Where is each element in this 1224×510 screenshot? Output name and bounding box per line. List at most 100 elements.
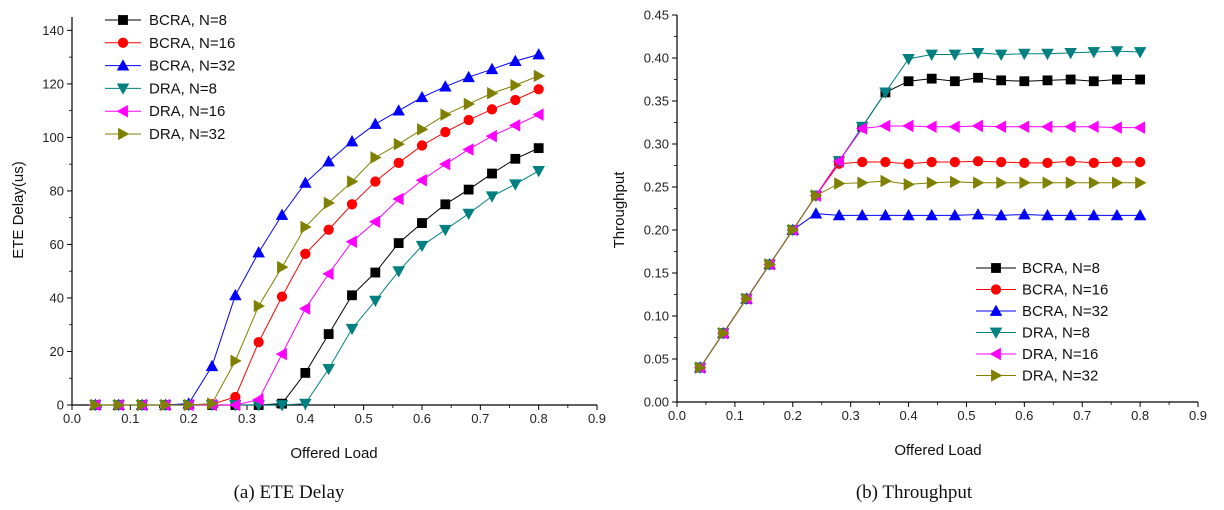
- chart-a-data-point: [487, 87, 499, 100]
- chart-a-legend-label: DRA, N=8: [149, 80, 217, 97]
- chart-b-legend-item: BCRA, N=8: [976, 260, 1100, 277]
- chart-a-data-point: [532, 108, 544, 121]
- chart-b-data-point: [902, 209, 915, 221]
- chart-a-data-point: [485, 191, 499, 203]
- chart-b-data-point: [1112, 74, 1122, 85]
- chart-a-data-point: [463, 114, 474, 126]
- chart-b-data-point: [994, 49, 1008, 61]
- chart-a-data-point: [300, 367, 311, 378]
- chart-a-y-tick-label: 60: [50, 237, 64, 252]
- chart-a-data-point: [323, 196, 336, 210]
- chart-a-y-tick-label: 80: [50, 183, 64, 198]
- chart-b-data-point: [1041, 48, 1054, 61]
- chart-a-series-0: [90, 143, 544, 410]
- chart-b-y-tick-label: 0.30: [644, 137, 669, 152]
- chart-a-data-point: [485, 62, 499, 75]
- chart-b-data-point: [1042, 157, 1053, 169]
- chart-a-legend-marker: [117, 37, 129, 48]
- chart-a-data-point: [299, 398, 312, 411]
- chart-a-data-point: [509, 179, 522, 191]
- chart-a-data-point: [415, 173, 427, 187]
- chart-a-data-point: [440, 126, 451, 138]
- chart-b-data-point: [809, 207, 823, 219]
- chart-b-y-tick-label: 0.25: [644, 180, 669, 195]
- chart-b-data-point: [1019, 76, 1030, 87]
- chart-a-legend-marker: [118, 15, 128, 25]
- chart-a-data-point: [393, 157, 404, 168]
- chart-a-legend-marker: [116, 83, 130, 95]
- chart-a-data-point: [486, 104, 498, 115]
- chart-a-data-point: [345, 235, 357, 249]
- chart-b-data-point: [903, 178, 915, 191]
- chart-a-x-tick-label: 0.2: [180, 411, 198, 426]
- chart-a-data-point: [393, 137, 406, 151]
- chart-b-data-point: [1110, 121, 1122, 134]
- chart-b-data-point: [1064, 120, 1076, 134]
- chart-a-data-point: [462, 70, 475, 83]
- chart-a-ylabel: ETE Delay(us): [10, 161, 27, 259]
- chart-a-data-point: [463, 97, 476, 111]
- chart-b-series-5: [695, 174, 1147, 374]
- chart-a-data-point: [113, 398, 126, 412]
- chart-a-legend-item: BCRA, N=16: [105, 35, 235, 52]
- chart-a-data-point: [392, 192, 404, 206]
- chart-b-data-point: [695, 361, 707, 374]
- chart-a-legend-label: BCRA, N=8: [149, 12, 227, 29]
- chart-throughput: Offered Load Throughput (b) Throughput 0…: [611, 8, 1207, 504]
- chart-b-x-tick-label: 0.9: [1189, 408, 1207, 423]
- chart-b-data-point: [971, 119, 983, 133]
- chart-b-data-point: [880, 156, 891, 168]
- chart-b-data-point: [879, 87, 892, 99]
- chart-b-data-point: [1042, 176, 1054, 189]
- chart-b-data-point: [1135, 176, 1147, 189]
- chart-a-data-point: [253, 299, 266, 313]
- chart-a-data-point: [416, 140, 428, 151]
- chart-a-series-line: [95, 170, 539, 406]
- chart-b-legend-item: DRA, N=32: [976, 368, 1098, 385]
- chart-a-data-point: [229, 288, 242, 301]
- chart-a-data-point: [462, 208, 475, 221]
- chart-b-data-point: [1135, 74, 1146, 85]
- chart-a-data-point: [370, 151, 382, 164]
- chart-a-data-point: [532, 165, 545, 178]
- chart-b-data-point: [971, 47, 985, 60]
- chart-a-x-tick-label: 0.3: [238, 411, 256, 426]
- chart-a-data-point: [277, 260, 289, 274]
- chart-a-x-tick-label: 0.6: [413, 411, 431, 426]
- chart-a-data-point: [415, 90, 429, 103]
- chart-b-data-point: [1133, 47, 1147, 59]
- chart-b-legend-label: BCRA, N=32: [1022, 303, 1108, 320]
- chart-a-legend-marker: [116, 104, 128, 118]
- chart-a-x-tick-label: 0.8: [530, 411, 548, 426]
- chart-b-data-point: [832, 209, 846, 221]
- chart-b-y-tick-label: 0.35: [644, 94, 669, 109]
- chart-b-data-point: [1088, 176, 1101, 189]
- chart-a-series-3: [89, 165, 545, 412]
- chart-b-data-point: [971, 208, 985, 220]
- chart-b-data-point: [1110, 209, 1124, 221]
- chart-a-data-point: [275, 208, 289, 220]
- chart-b-data-point: [1065, 74, 1076, 85]
- chart-b-data-point: [741, 292, 753, 306]
- chart-a-data-point: [253, 336, 264, 348]
- chart-a-x-tick-label: 0.4: [296, 411, 314, 426]
- chart-b-data-point: [949, 175, 962, 189]
- chart-a-data-point: [485, 129, 497, 143]
- chart-b-legend-item: DRA, N=16: [976, 346, 1098, 363]
- chart-b-data-point: [1087, 120, 1099, 134]
- chart-a-data-point: [532, 48, 545, 60]
- chart-a-legend-marker: [118, 127, 130, 141]
- chart-b-y-tick-label: 0.00: [644, 395, 669, 410]
- chart-b-x-tick-label: 0.6: [1015, 408, 1033, 423]
- chart-b-data-point: [1042, 75, 1053, 86]
- chart-a-data-point: [322, 267, 334, 281]
- chart-b-data-point: [926, 73, 937, 84]
- chart-a-data-point: [510, 153, 521, 164]
- chart-a-data-point: [368, 215, 381, 228]
- chart-a-data-point: [347, 290, 357, 301]
- chart-b-data-point: [857, 176, 869, 189]
- chart-b-data-point: [925, 49, 938, 61]
- chart-b-data-point: [973, 176, 985, 189]
- chart-b-legend-item: BCRA, N=32: [976, 303, 1108, 320]
- chart-a-data-point: [510, 94, 521, 106]
